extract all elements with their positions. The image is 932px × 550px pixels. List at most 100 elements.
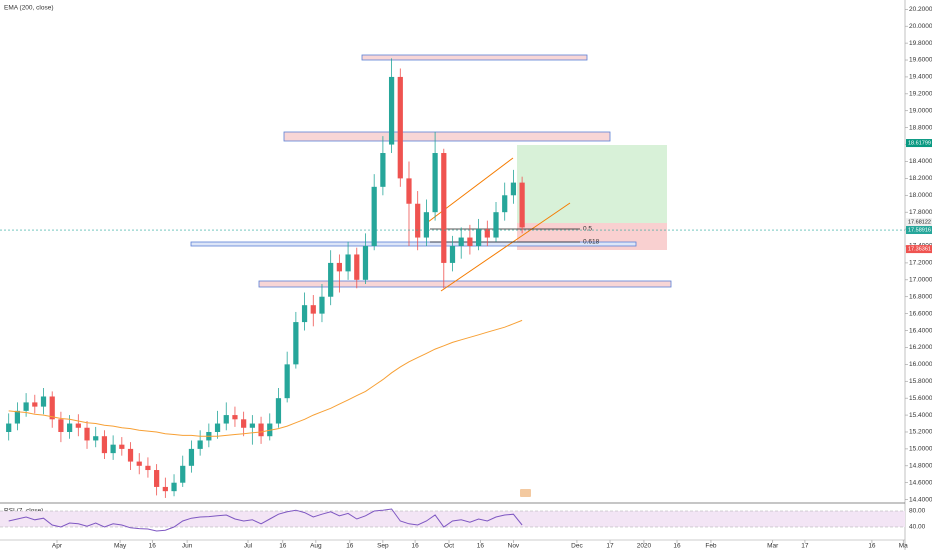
- y-tick-label: 15.60000: [909, 395, 932, 402]
- x-tick-label: Feb: [705, 543, 717, 550]
- candle-body: [519, 182, 525, 228]
- candle-body: [388, 76, 395, 145]
- candle-body: [345, 254, 351, 272]
- candle-body: [58, 419, 64, 432]
- candle-body: [127, 448, 134, 462]
- price-tag-label: 17.68122: [908, 220, 931, 226]
- candle-body: [441, 153, 447, 263]
- y-tick-label: 15.80000: [909, 378, 932, 385]
- y-tick-label: 19.60000: [909, 57, 932, 64]
- candle-body: [6, 423, 12, 432]
- x-tick-label: 17: [606, 543, 614, 550]
- candle-body: [188, 448, 195, 466]
- y-tick-label: 15.40000: [909, 412, 932, 419]
- y-tick-label: 14.60000: [909, 479, 932, 486]
- candle-body: [49, 396, 55, 420]
- y-tick-label: 18.40000: [909, 158, 932, 165]
- candle-body: [449, 246, 456, 263]
- candle-body: [406, 178, 412, 204]
- y-tick-label: 18.00000: [909, 192, 932, 199]
- candle-body: [241, 419, 247, 428]
- x-tick-label: 17: [801, 543, 809, 550]
- candle-body: [319, 296, 325, 314]
- y-tick-label: 16.40000: [909, 327, 932, 334]
- candle-body: [14, 410, 21, 424]
- price-tag: [906, 218, 932, 227]
- candle-body: [475, 229, 482, 247]
- y-tick-label: 16.00000: [909, 361, 932, 368]
- candle-body: [380, 153, 386, 187]
- fib-label: 0.618: [583, 239, 600, 246]
- x-tick-label: Apr: [52, 543, 63, 550]
- y-tick-label: 14.80000: [909, 463, 932, 470]
- candle-body: [154, 470, 160, 487]
- candle-body: [293, 322, 299, 365]
- candle-body: [336, 262, 342, 272]
- x-tick-label: Oct: [444, 543, 454, 550]
- y-tick-label: 40.00: [909, 524, 926, 531]
- price-tag-label: 17.36361: [908, 247, 931, 253]
- series-line: [8, 319, 523, 437]
- zone: [283, 131, 611, 142]
- zone: [190, 241, 637, 247]
- y-tick-label: 16.20000: [909, 344, 932, 351]
- candle-body: [301, 305, 308, 323]
- x-tick-label: May: [114, 543, 127, 550]
- x-tick-label: 16: [149, 543, 157, 550]
- candle-body: [214, 423, 221, 432]
- candle-body: [232, 415, 238, 420]
- x-tick-label: Jul: [244, 543, 253, 550]
- candle-body: [423, 212, 430, 238]
- candle-body: [136, 461, 142, 466]
- x-tick-label: 2020: [637, 543, 652, 550]
- x-tick-label: 16: [411, 543, 419, 550]
- x-tick-label: 16: [868, 543, 876, 550]
- x-tick-label: Dec: [571, 543, 583, 550]
- price-tag: [906, 226, 932, 235]
- candle-body: [223, 415, 229, 424]
- y-tick-label: 14.40000: [909, 496, 932, 503]
- x-tick-label: 16: [477, 543, 485, 550]
- candle-body: [145, 465, 151, 471]
- candle-body: [197, 440, 203, 449]
- price-tag: [906, 139, 932, 148]
- x-tick-label: Nov: [508, 543, 520, 550]
- candle-body: [467, 237, 473, 247]
- candle-body: [171, 482, 177, 492]
- candle-body: [93, 436, 99, 441]
- candle-body: [162, 486, 168, 492]
- candle-body: [67, 423, 73, 432]
- zone: [361, 54, 588, 61]
- x-tick-label: 16: [673, 543, 681, 550]
- candle-body: [275, 398, 282, 424]
- y-tick-label: 16.80000: [909, 293, 932, 300]
- fib-label: 0.5: [583, 226, 592, 233]
- y-tick-label: 17.20000: [909, 260, 932, 267]
- candle-body: [32, 402, 38, 407]
- candle-body: [432, 153, 438, 213]
- candle-body: [23, 402, 29, 411]
- price-tag: [906, 245, 932, 254]
- candle-body: [75, 423, 81, 428]
- candle-body: [284, 364, 290, 399]
- candle-body: [458, 237, 464, 247]
- price-tag-label: 18.61799: [908, 140, 931, 146]
- y-tick-label: 15.00000: [909, 446, 932, 453]
- y-tick-label: 18.20000: [909, 175, 932, 182]
- y-tick-label: 19.00000: [909, 107, 932, 114]
- candle-body: [415, 203, 421, 238]
- event-icon: [520, 489, 531, 497]
- long-profit-zone: [517, 145, 667, 223]
- x-tick-label: Ma: [899, 543, 908, 550]
- rsi-band: [0, 511, 905, 527]
- x-tick-label: 16: [346, 543, 354, 550]
- series-line: [8, 508, 523, 532]
- y-tick-label: 17.80000: [909, 209, 932, 216]
- drawings: 0.5 0.618: [190, 54, 672, 497]
- y-tick-label: 80.00: [909, 508, 926, 515]
- y-tick-label: 19.20000: [909, 91, 932, 98]
- candle-body: [397, 76, 403, 179]
- x-tick-label: 16: [279, 543, 287, 550]
